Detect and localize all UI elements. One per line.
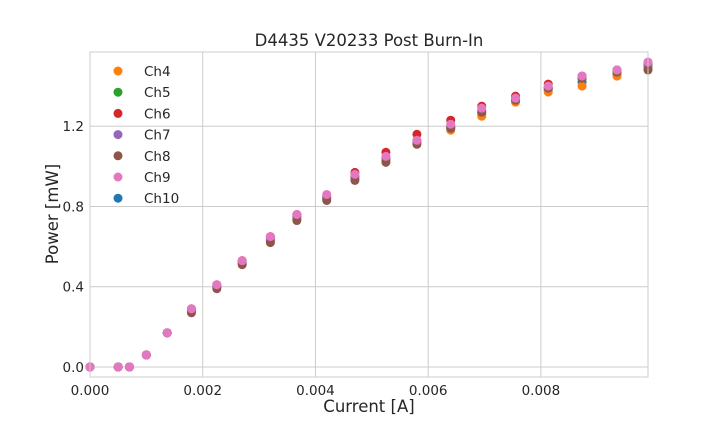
x-tick-label: 0.008: [522, 383, 561, 399]
x-tick-label: 0.006: [409, 383, 448, 399]
data-point: [381, 151, 391, 161]
data-point: [322, 189, 332, 199]
y-tick-label: 0.8: [63, 199, 84, 215]
series-ch9: [85, 57, 653, 372]
legend-label: Ch4: [144, 64, 171, 80]
data-point: [292, 210, 302, 219]
data-point: [412, 135, 422, 145]
data-point: [113, 362, 123, 372]
y-tick-label: 1.2: [63, 119, 84, 135]
legend-item-ch4: Ch4: [113, 64, 171, 80]
legend-item-ch5: Ch5: [113, 85, 171, 101]
y-tick-label: 0.0: [63, 360, 84, 376]
data-point: [162, 328, 172, 338]
legend-marker: [113, 66, 123, 76]
legend-label: Ch9: [144, 170, 171, 186]
data-point: [477, 103, 487, 113]
data-point: [350, 169, 360, 179]
legend-item-ch10: Ch10: [113, 191, 179, 207]
legend-label: Ch5: [144, 85, 171, 101]
data-point: [186, 304, 196, 314]
plot-area: [90, 52, 648, 377]
legend-marker: [113, 193, 123, 203]
legend-item-ch9: Ch9: [113, 170, 171, 186]
legend: Ch4 Ch5 Ch6 Ch7 Ch8 Ch9 Ch10: [113, 64, 179, 207]
legend-label: Ch8: [144, 149, 171, 165]
legend-marker: [113, 108, 123, 118]
x-axis-title: Current [A]: [323, 397, 414, 416]
data-point: [124, 362, 134, 372]
y-axis-title: Power [mW]: [43, 164, 62, 264]
x-tick-label: 0.004: [296, 383, 335, 399]
data-point: [577, 71, 587, 81]
x-tick-label: 0.000: [71, 383, 110, 399]
legend-marker: [113, 172, 123, 182]
x-tick-label: 0.002: [183, 383, 222, 399]
y-tick-label: 0.4: [63, 280, 84, 296]
data-point: [237, 256, 247, 266]
grid: [89, 52, 648, 377]
legend-item-ch6: Ch6: [113, 106, 171, 122]
data-point: [265, 232, 275, 242]
data-point: [446, 119, 456, 129]
legend-marker: [113, 130, 123, 140]
data-point: [212, 280, 222, 290]
legend-item-ch8: Ch8: [113, 149, 171, 165]
legend-label: Ch10: [144, 191, 179, 207]
data-point: [543, 81, 553, 91]
legend-marker: [113, 151, 123, 161]
x-axis-ticks: 0.000 0.002 0.004 0.006 0.008: [71, 383, 561, 399]
data-point: [141, 350, 151, 360]
legend-item-ch7: Ch7: [113, 128, 171, 144]
legend-marker: [113, 87, 123, 97]
data-point: [577, 81, 587, 91]
y-axis-ticks: 0.0 0.4 0.8 1.2: [63, 119, 84, 376]
data-point: [612, 65, 622, 75]
data-point: [511, 93, 521, 103]
chart-title: D4435 V20233 Post Burn-In: [255, 31, 484, 50]
legend-label: Ch7: [144, 128, 171, 144]
plot-frame: [89, 51, 649, 378]
legend-label: Ch6: [144, 106, 171, 122]
